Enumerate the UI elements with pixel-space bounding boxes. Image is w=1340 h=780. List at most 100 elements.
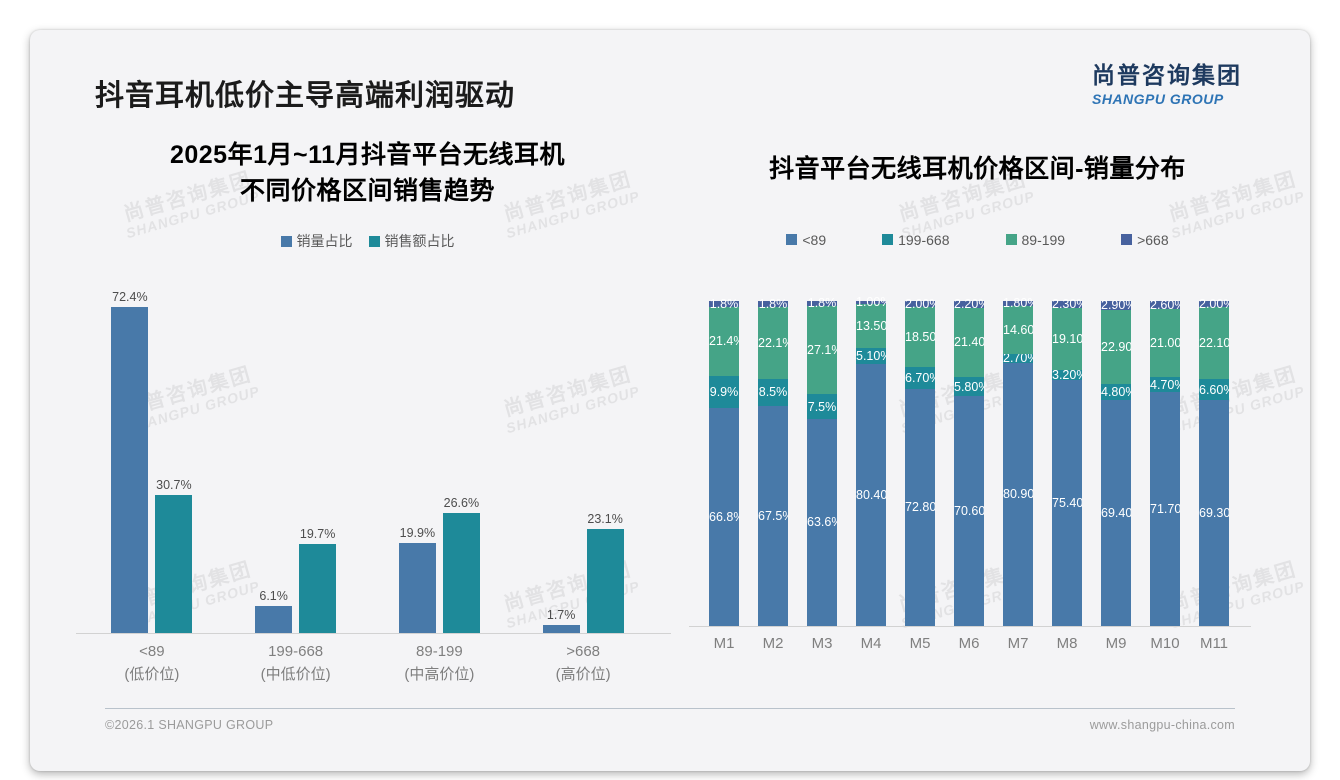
stacked-bar-column: 69.30% 6.60% 22.10% 2.00% M11 xyxy=(1199,297,1229,652)
legend-item: 89-199 xyxy=(1005,231,1066,248)
month-label: M10 xyxy=(1150,634,1180,652)
bar-segment: 21.4% xyxy=(709,306,739,377)
bar-column: 26.6% xyxy=(442,496,480,633)
month-label: M6 xyxy=(958,634,980,652)
bar-segment: 22.10% xyxy=(1199,307,1229,379)
legend-label: 89-199 xyxy=(1021,231,1066,248)
bar-segment: 80.40% xyxy=(856,364,886,626)
legend-item: >668 xyxy=(1121,232,1169,248)
bar-segment: 14.60% xyxy=(1003,306,1033,354)
legend-label: 销售额占比 xyxy=(384,233,455,249)
stacked-bar: 66.8% 9.9% 21.4% 1.8% xyxy=(709,297,739,626)
segment-value-label: 1.00% xyxy=(856,295,886,310)
category-label-line1: 199-668 xyxy=(268,643,324,660)
bar-segment: 2.00% xyxy=(1199,297,1229,311)
bar-segment: 69.30% xyxy=(1199,400,1229,626)
category-label: 89-199 (中高价位) xyxy=(404,641,474,686)
stacked-bar-column: 63.6% 7.5% 27.1% 1.8% M3 xyxy=(807,296,837,652)
bar-group: 1.7% 23.1% >668 (高价位) xyxy=(511,301,655,686)
footer-copyright: ©2026.1 SHANGPU GROUP xyxy=(105,718,274,732)
segment-value-label: 21.4% xyxy=(709,334,739,349)
bar-segment: 63.6% xyxy=(807,418,837,626)
legend-label: >668 xyxy=(1137,231,1169,248)
segment-value-label: 13.50% xyxy=(856,318,886,333)
bar-segment: 2.60% xyxy=(1150,297,1180,312)
bar-segment: 4.80% xyxy=(1101,384,1131,400)
chart-right-legend: <89 199-668 89-199 >668 xyxy=(695,232,1260,248)
segment-value-label: 7.5% xyxy=(807,399,837,414)
bar-value-label: 72.4% xyxy=(112,290,148,305)
segment-value-label: 5.10% xyxy=(856,348,886,363)
month-label: M1 xyxy=(713,634,735,652)
bar-segment: 72.80% xyxy=(905,388,935,626)
bar-segment: 27.1% xyxy=(807,306,837,395)
segment-value-label: 75.40% xyxy=(1052,495,1082,510)
x-axis-line xyxy=(689,625,1251,627)
bar-column: 19.9% xyxy=(398,526,436,633)
segment-value-label: 71.70% xyxy=(1150,501,1180,516)
bar-segment: 2.70% xyxy=(1003,351,1033,366)
segment-value-label: 67.5% xyxy=(758,508,788,523)
legend-label: 199-668 xyxy=(898,231,950,248)
chart-left: 2025年1月~11月抖音平台无线耳机 不同价格区间销售趋势 销量占比 销售额占比… xyxy=(76,138,671,686)
stacked-bar-column: 69.40% 4.80% 22.90% 2.90% M9 xyxy=(1101,298,1131,652)
segment-value-label: 69.40% xyxy=(1101,505,1131,520)
stacked-bar-column: 80.90% 2.70% 14.60% 1.80% M7 xyxy=(1003,296,1033,652)
segment-value-label: 66.8% xyxy=(709,509,739,524)
segment-value-label: 72.80% xyxy=(905,500,935,515)
bar-pair: 72.4% 30.7% xyxy=(111,290,193,633)
stacked-bar: 69.40% 4.80% 22.90% 2.90% xyxy=(1101,298,1131,626)
bar xyxy=(255,605,293,633)
bar xyxy=(299,544,337,633)
chart-left-legend: 销量占比 销售额占比 xyxy=(80,231,655,251)
bar-segment: 1.00% xyxy=(856,295,886,309)
segment-value-label: 2.70% xyxy=(1003,351,1033,366)
bar xyxy=(442,513,480,633)
segment-value-label: 2.60% xyxy=(1150,297,1180,312)
bar-segment: 21.40% xyxy=(954,307,984,378)
chart-left-title: 2025年1月~11月抖音平台无线耳机 不同价格区间销售趋势 xyxy=(80,138,655,209)
bar-segment: 9.9% xyxy=(709,376,739,409)
bar-value-label: 19.9% xyxy=(399,526,436,541)
stacked-bar-column: 71.70% 4.70% 21.00% 2.60% M10 xyxy=(1150,297,1180,652)
segment-value-label: 2.00% xyxy=(905,296,935,311)
segment-value-label: 18.50% xyxy=(905,330,935,345)
legend-label: 销量占比 xyxy=(296,233,353,249)
category-label-line1: <89 xyxy=(139,643,165,660)
chart-right-title: 抖音平台无线耳机价格区间-销量分布 xyxy=(769,155,1186,183)
slide-footer: ©2026.1 SHANGPU GROUP www.shangpu-china.… xyxy=(105,708,1235,732)
stacked-bar: 80.40% 5.10% 13.50% 1.00% xyxy=(856,295,886,626)
bar-group: 19.9% 26.6% 89-199 (中高价位) xyxy=(368,301,512,686)
legend-swatch xyxy=(1121,234,1133,245)
chart-left-title-line2: 不同价格区间销售趋势 xyxy=(239,176,495,205)
month-label: M11 xyxy=(1199,634,1229,652)
bar-segment: 66.8% xyxy=(709,408,739,626)
brand-logo-en-text: SHANGPU GROUP xyxy=(1092,91,1224,107)
bar-segment: 1.8% xyxy=(807,296,837,310)
brand-logo-cn-text: 尚普咨询集团 xyxy=(1092,62,1242,88)
bar-segment: 3.20% xyxy=(1052,368,1082,382)
segment-value-label: 1.8% xyxy=(709,296,739,311)
stacked-bar-column: 75.40% 3.20% 19.10% 2.30% M8 xyxy=(1052,297,1082,652)
legend-swatch xyxy=(280,235,292,247)
bar-segment: 22.1% xyxy=(758,306,788,379)
legend-swatch xyxy=(368,235,380,247)
bar-segment: 6.60% xyxy=(1199,378,1229,401)
segment-value-label: 21.40% xyxy=(954,335,984,350)
legend-label: <89 xyxy=(802,231,827,248)
bar-segment: 7.5% xyxy=(807,394,837,419)
bar xyxy=(542,625,580,633)
bar-value-label: 26.6% xyxy=(443,496,480,511)
bar-value-label: 19.7% xyxy=(299,527,336,542)
bar-segment: 71.70% xyxy=(1150,392,1180,626)
category-label: <89 (低价位) xyxy=(124,641,179,686)
category-label-line2: (高价位) xyxy=(555,665,611,683)
stacked-bar: 70.60% 5.80% 21.40% 2.20% xyxy=(954,297,984,626)
legend-item: <89 xyxy=(786,232,826,248)
segment-value-label: 1.8% xyxy=(807,296,837,311)
chart-right-plot: 66.8% 9.9% 21.4% 1.8% M1 67.5% 8.5% 22.1% 1.8% M2… xyxy=(689,295,1251,652)
segment-value-label: 1.80% xyxy=(1003,296,1033,311)
bar-segment: 2.00% xyxy=(905,297,935,311)
x-axis-line xyxy=(76,633,671,634)
bar-segment: 1.8% xyxy=(709,297,739,311)
